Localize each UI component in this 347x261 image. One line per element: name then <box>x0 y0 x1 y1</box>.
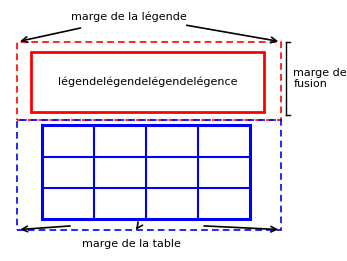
Text: légendelégendelégendelégence: légendelégendelégendelégence <box>58 77 237 87</box>
Text: marge de la table: marge de la table <box>83 239 181 249</box>
Bar <box>17 120 281 230</box>
Bar <box>17 42 281 120</box>
Bar <box>31 52 264 112</box>
Bar <box>42 125 250 219</box>
Text: marge de
fusion: marge de fusion <box>293 68 347 89</box>
Text: marge de la légende: marge de la légende <box>70 12 186 22</box>
